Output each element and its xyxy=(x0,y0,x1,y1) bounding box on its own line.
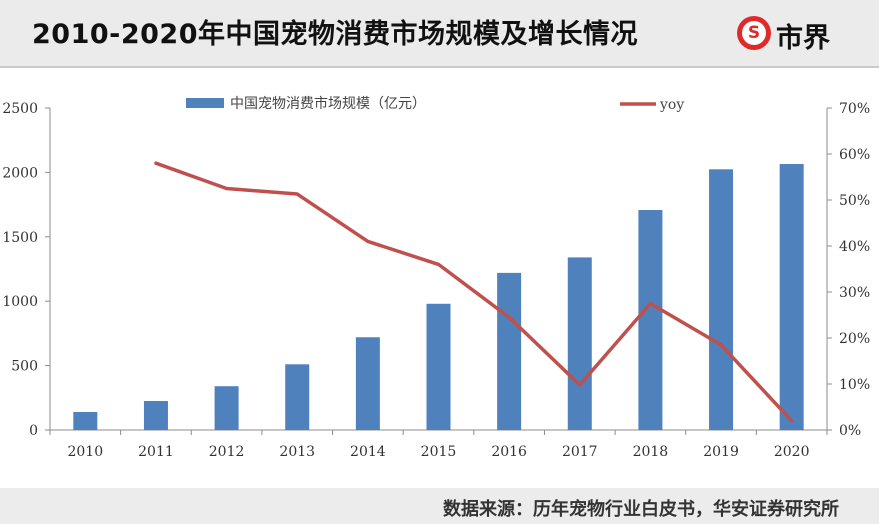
legend-bar-label: 中国宠物消费市场规模（亿元） xyxy=(230,95,426,112)
bar-2013 xyxy=(285,364,310,430)
x-tick-label: 2011 xyxy=(138,444,174,460)
x-tick-label: 2018 xyxy=(633,444,669,460)
yoy-line xyxy=(154,161,794,423)
y-left-tick-label: 1000 xyxy=(2,294,38,310)
y-left-tick-label: 2000 xyxy=(2,165,38,181)
header-bar: 2010-2020年中国宠物消费市场规模及增长情况 S 市界 xyxy=(0,0,879,66)
y-right-tick-label: 40% xyxy=(839,239,870,255)
yoy-point-2011 xyxy=(154,161,158,165)
chart-area: 0 500 1000 1500 2000 2500 0% 10% 20% 30% 40% 50% 60%… xyxy=(2,95,870,460)
page-title: 2010-2020年中国宠物消费市场规模及增长情况 xyxy=(32,19,638,50)
y-right-tick-label: 30% xyxy=(839,285,870,301)
x-tick-label: 2016 xyxy=(491,444,527,460)
bar-2017 xyxy=(567,257,592,430)
yoy-point-2015 xyxy=(437,262,440,266)
yoy-point-2016 xyxy=(507,315,511,319)
x-tick-label: 2012 xyxy=(209,444,245,460)
header-divider xyxy=(0,66,879,68)
legend-line-label: yoy xyxy=(659,97,684,113)
bar-2012 xyxy=(214,386,239,430)
y-left-tick-label: 1500 xyxy=(2,230,38,246)
bar-2020 xyxy=(779,164,804,430)
yoy-point-2018 xyxy=(648,302,652,305)
yoy-point-2014 xyxy=(366,239,370,243)
bar-2019 xyxy=(709,169,734,430)
y-left-tick-label: 2500 xyxy=(2,101,38,117)
source-note: 数据来源：历年宠物行业白皮书，华安证券研究所 xyxy=(443,499,839,520)
yoy-point-2013 xyxy=(295,192,299,196)
y-right-tick-label: 60% xyxy=(839,147,870,163)
y-right-tick-label: 50% xyxy=(839,193,870,209)
y-left-tick-label: 500 xyxy=(11,359,38,375)
bar-2018 xyxy=(638,210,663,430)
x-tick-label: 2019 xyxy=(703,444,739,460)
y-right-tick-label: 20% xyxy=(839,331,870,347)
legend-bar-swatch xyxy=(186,98,224,108)
bar-2010 xyxy=(73,411,98,430)
y-right-tick-label: 0% xyxy=(839,423,861,439)
x-tick-label: 2014 xyxy=(350,444,386,460)
x-tick-label: 2020 xyxy=(774,444,810,460)
y-left-tick-label: 0 xyxy=(29,423,38,439)
x-tick-label: 2017 xyxy=(562,444,598,460)
yoy-point-2019 xyxy=(719,343,723,347)
x-tick-label: 2010 xyxy=(67,444,103,460)
yoy-point-2017 xyxy=(578,383,582,387)
bar-2015 xyxy=(426,303,451,430)
logo-text: 市界 xyxy=(776,23,830,54)
y-right-tick-label: 10% xyxy=(839,377,870,393)
x-tick-label: 2013 xyxy=(279,444,315,460)
x-tick-label: 2015 xyxy=(421,444,457,460)
yoy-point-2012 xyxy=(225,187,229,190)
logo-circle-icon: S xyxy=(737,16,771,50)
yoy-point-2020 xyxy=(790,419,794,423)
bar-2014 xyxy=(355,337,380,430)
y-right-tick-label: 70% xyxy=(839,101,870,117)
bar-2011 xyxy=(143,401,168,430)
bar-2016 xyxy=(497,272,522,430)
footer-bar: 数据来源：历年宠物行业白皮书，华安证券研究所 xyxy=(0,488,879,524)
logo-mark: S xyxy=(742,21,766,45)
